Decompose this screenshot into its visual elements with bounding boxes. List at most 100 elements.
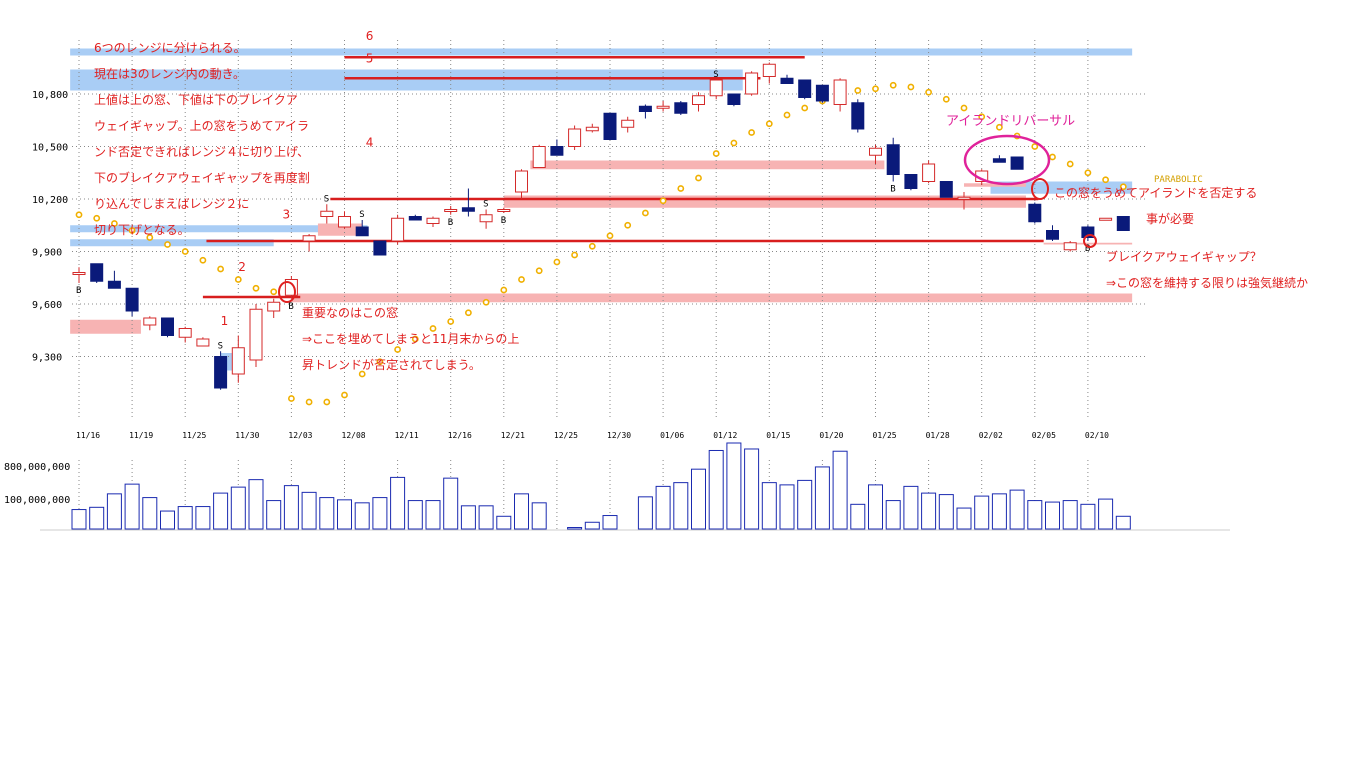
up-candle [497, 209, 511, 212]
volume-bar [160, 510, 175, 530]
up-candle [833, 79, 847, 105]
sar-dot [358, 370, 366, 378]
sar-dot [394, 346, 401, 353]
volume-bar [372, 497, 388, 530]
date-tick-label: 12/30 [607, 431, 631, 440]
volume-layer [71, 442, 1131, 530]
sar-dot [642, 209, 649, 217]
down-candle [161, 317, 174, 336]
volume-bar [673, 482, 689, 530]
volume-bar [921, 492, 937, 530]
sar-dot [111, 220, 118, 227]
sar-dot [571, 251, 578, 259]
range-number: 4 [366, 136, 374, 150]
down-candle [461, 207, 475, 212]
date-tick-label: 01/25 [873, 431, 897, 440]
pink-gap-band [317, 223, 363, 236]
volume-bar [390, 476, 406, 530]
volume-bar [885, 500, 901, 530]
date-tick-label: 02/10 [1085, 431, 1109, 440]
up-candle [143, 317, 157, 326]
sar-dot [659, 197, 667, 205]
sar-dot [341, 391, 348, 399]
volume-bar [337, 499, 352, 530]
note-left-line: 上値は上の窓、下値は下のブレイクア [94, 92, 298, 107]
signal-label: S [324, 194, 329, 204]
down-candle [214, 356, 228, 389]
date-tick-label: 11/25 [182, 431, 206, 440]
volume-bar [443, 477, 459, 530]
sar-dot [518, 276, 525, 283]
down-candle [780, 77, 794, 84]
sar-dot [872, 85, 879, 93]
volume-bar [248, 479, 264, 530]
down-candle [603, 112, 617, 140]
sar-dot [287, 395, 295, 402]
sar-dot [217, 265, 224, 273]
date-tick-label: 01/20 [819, 431, 843, 440]
date-tick-label: 02/02 [979, 431, 1003, 440]
sar-dot [93, 214, 101, 222]
price-tick-label: 9,300 [32, 353, 62, 364]
volume-bar [797, 479, 813, 530]
signal-label: S [483, 200, 488, 210]
up-candle [515, 170, 528, 193]
note-left-line: り込んでしまえばレンジ２に [94, 197, 249, 211]
date-tick-label: 11/19 [129, 431, 153, 440]
date-tick-label: 12/11 [395, 431, 419, 440]
up-candle [762, 63, 776, 77]
volume-bar [814, 466, 830, 530]
sar-dot [75, 211, 83, 219]
down-candle [373, 240, 387, 256]
gap-circle-dec [278, 281, 296, 303]
sar-dot [783, 111, 791, 119]
note-left-line: 切り下げとなる。 [94, 223, 190, 237]
sar-dot [925, 88, 932, 96]
sar-dot [535, 267, 543, 275]
blue-gap-band [70, 48, 1133, 56]
up-candle [922, 163, 936, 182]
down-candle [851, 102, 865, 130]
island-reversal-note: アイランドリバーサル [946, 114, 1075, 129]
gap-circle-feb-low [1083, 234, 1097, 248]
down-candle [1081, 226, 1095, 238]
price-tick-label: 10,800 [32, 90, 68, 101]
sar-dot [500, 286, 508, 294]
note-left-line: ウェイギャップ。上の窓をうめてアイラ [94, 118, 309, 133]
date-tick-label: 12/25 [554, 431, 578, 440]
blue-gap-band [70, 69, 743, 91]
range-number: 5 [366, 52, 374, 66]
volume-bar [868, 484, 883, 530]
sar-dot [801, 104, 809, 112]
down-candle [90, 263, 104, 282]
down-candle [125, 287, 139, 312]
date-tick-label: 01/28 [926, 431, 950, 440]
sar-dot [1119, 183, 1127, 191]
volume-bar [514, 493, 529, 530]
date-tick-label: 01/06 [660, 431, 684, 440]
down-candle [1046, 230, 1059, 240]
range-number: 6 [366, 29, 374, 43]
date-tick-label: 01/12 [713, 431, 737, 440]
island-ellipse [963, 134, 1051, 186]
volume-bar [142, 497, 158, 530]
volume-bar [425, 500, 441, 530]
blue-gap-band [70, 225, 368, 233]
volume-bar [1027, 500, 1043, 530]
date-tick-label: 11/30 [235, 431, 259, 440]
sar-dot [199, 256, 207, 264]
volume-bar [106, 493, 122, 530]
up-candle [1063, 242, 1077, 251]
pink-gap-band [70, 319, 141, 334]
signal-label: S [359, 210, 364, 220]
signals-layer: B S B S S B S B S B B [76, 70, 1090, 351]
volume-bar [496, 515, 512, 530]
volume-bar [71, 509, 87, 530]
down-candle [727, 93, 741, 105]
sar-dot [907, 83, 915, 91]
up-candle [302, 235, 316, 242]
range-number: 1 [221, 314, 229, 328]
down-candle [1116, 216, 1130, 231]
sar-dot [1084, 169, 1092, 177]
